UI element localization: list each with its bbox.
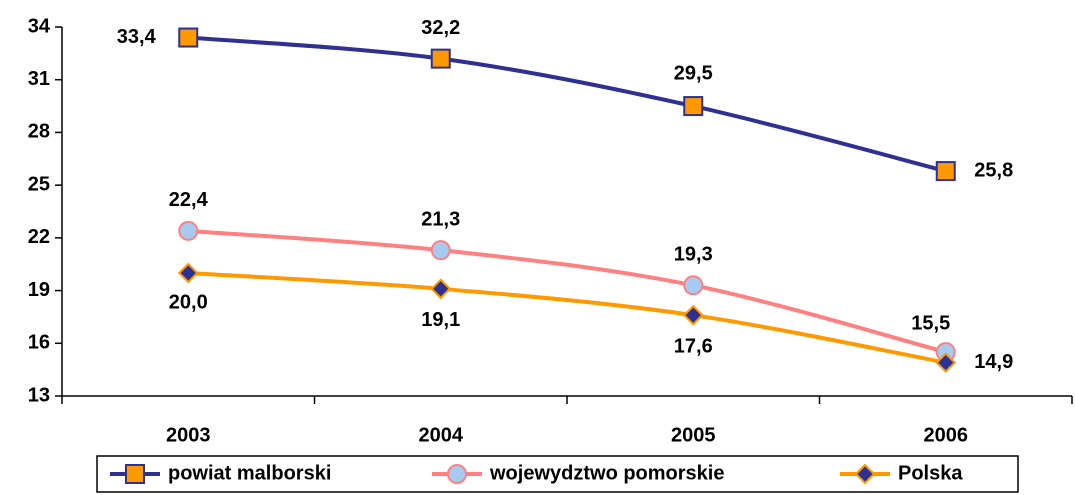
- point-marker: [177, 262, 199, 284]
- value-label: 32,2: [421, 17, 460, 39]
- value-label: 19,1: [421, 309, 460, 331]
- y-tick-label: 25: [28, 173, 50, 195]
- legend-marker: [447, 464, 467, 484]
- series-line: [188, 228, 947, 355]
- y-tick-label: 31: [28, 68, 50, 90]
- point-marker: [430, 240, 451, 261]
- y-tick-label: 22: [28, 226, 50, 248]
- legend-marker: [125, 464, 145, 484]
- point-marker: [178, 220, 199, 241]
- legend-label: Polska: [898, 462, 963, 484]
- point-marker: [935, 352, 957, 374]
- value-label: 29,5: [674, 62, 713, 84]
- point-marker: [683, 96, 704, 117]
- value-label: 21,3: [421, 208, 460, 230]
- value-label: 25,8: [974, 159, 1013, 181]
- x-tick-label: 2005: [671, 424, 716, 446]
- x-tick-label: 2004: [419, 424, 464, 446]
- point-marker: [430, 48, 451, 69]
- x-tick-label: 2006: [924, 424, 969, 446]
- value-label: 19,3: [674, 244, 713, 266]
- point-marker: [178, 27, 199, 48]
- value-label: 17,6: [674, 335, 713, 357]
- y-tick-label: 34: [28, 15, 51, 37]
- value-label: 15,5: [911, 312, 950, 334]
- series-line: [188, 271, 947, 365]
- value-label: 14,9: [974, 351, 1013, 373]
- value-label: 22,4: [169, 189, 209, 211]
- y-tick-label: 16: [28, 332, 50, 354]
- legend-marker: [854, 463, 876, 485]
- point-marker: [683, 275, 704, 296]
- y-tick-label: 19: [28, 279, 50, 301]
- point-marker: [430, 278, 452, 300]
- value-label: 20,0: [169, 291, 208, 313]
- x-tick-label: 2003: [166, 424, 211, 446]
- value-label: 33,4: [117, 26, 157, 48]
- point-marker: [935, 161, 956, 182]
- legend-label: powiat malborski: [168, 462, 331, 484]
- y-tick-label: 28: [28, 121, 50, 143]
- series-line: [188, 35, 947, 174]
- y-tick-label: 13: [28, 384, 50, 406]
- point-marker: [682, 304, 704, 326]
- legend-label: wojewydztwo pomorskie: [489, 462, 724, 484]
